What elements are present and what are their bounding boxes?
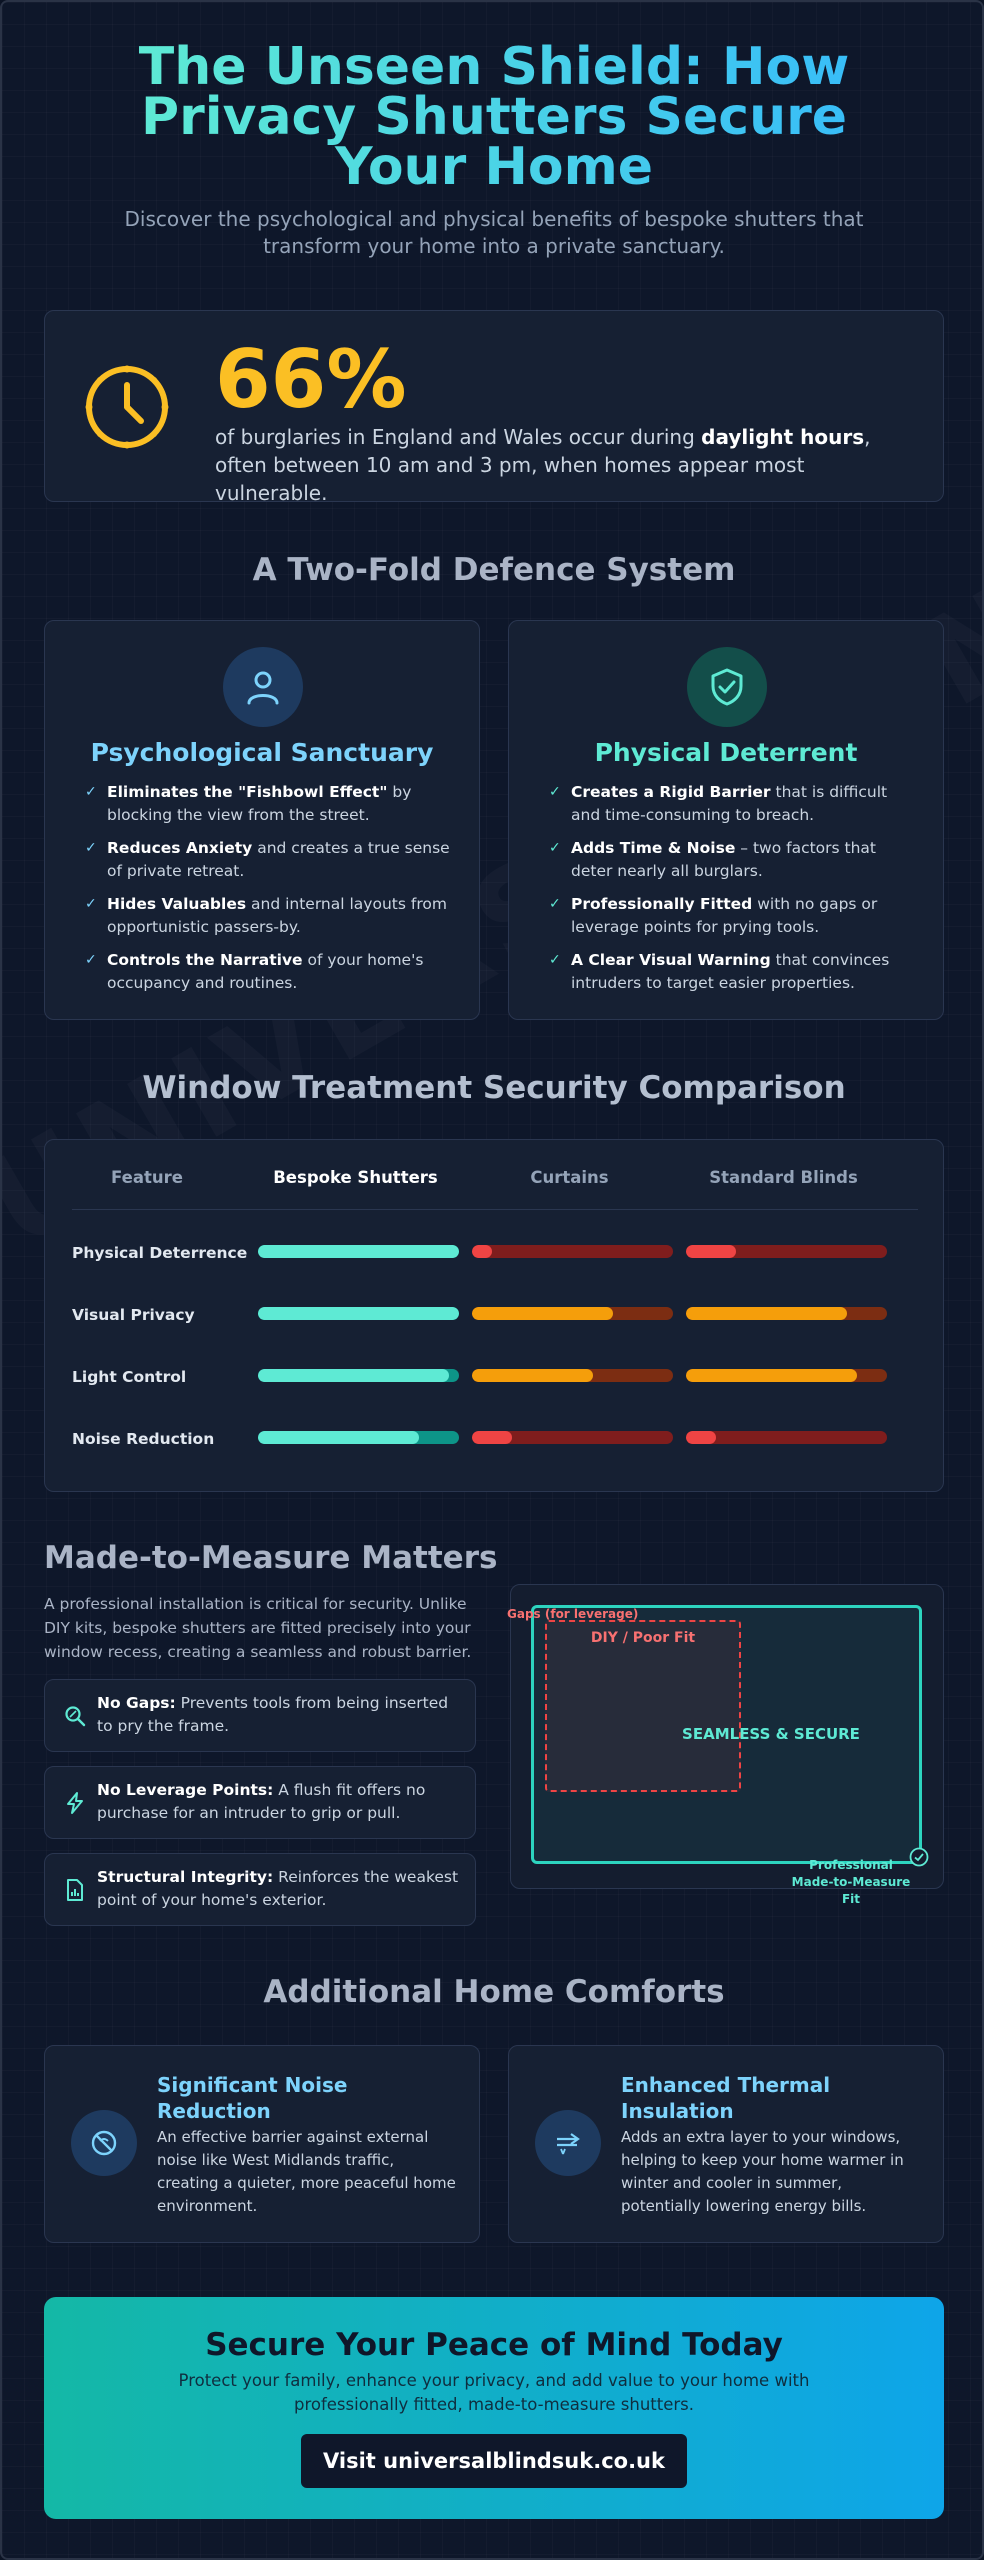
rating-bar-fill [258,1307,459,1320]
thermal-title: Enhanced Thermal Insulation [621,2073,831,2123]
feature-no-leverage: No Leverage Points: A flush fit offers n… [44,1766,476,1839]
rating-bar-track [686,1431,887,1444]
list-item: ✓ Creates a Rigid Barrier that is difficu… [549,783,888,824]
fit-diagram: DIY / Poor Fit Gaps (for leverage) SEAML… [507,1584,944,1906]
cta-text: Protect your family, enhance your privac… [178,2371,810,2414]
thermal-icon [535,2110,601,2176]
column-header-blinds: Standard Blinds [709,1168,858,1187]
stat-number: 66% [215,333,407,426]
feature-no-gaps: No Gaps: Prevents tools from being inser… [44,1679,476,1752]
shield-check-icon [687,647,767,727]
user-icon [223,647,303,727]
physical-title: Physical Deterrent [594,738,858,767]
rating-bar-fill [686,1369,857,1382]
rating-bar-track [686,1245,887,1258]
table-divider [72,1209,918,1210]
diy-fit-frame: DIY / Poor Fit [545,1620,741,1792]
diy-label: DIY / Poor Fit [590,1630,696,1646]
comparison-table: Feature Bespoke Shutters Curtains Standa… [44,1139,944,1492]
rating-bar-track [472,1307,673,1320]
rating-bar-track [686,1307,887,1320]
page-title: The Unseen Shield: How Privacy Shutters … [134,41,854,193]
cta-banner: Secure Your Peace of Mind Today Protect … [44,2297,944,2519]
gaps-label: Gaps (for leverage) [507,1607,639,1621]
thermal-text: Adds an extra layer to your windows, hel… [621,2128,904,2215]
list-item: ✓ Professionally Fitted with no gaps or l… [549,895,878,936]
rating-bar-track [472,1431,673,1444]
column-header-curtains: Curtains [530,1168,609,1187]
list-item: ✓ Eliminates the "Fishbowl Effect" by blo… [85,783,412,824]
rating-bar-track [472,1369,673,1382]
psychological-title: Psychological Sanctuary [90,738,434,767]
row-label: Physical Deterrence [72,1244,248,1262]
rating-bar-fill [258,1431,419,1444]
stat-card: 66% of burglaries in England and Wales o… [44,310,944,505]
measure-section-title: Made-to-Measure Matters [44,1540,498,1576]
clock-icon [85,365,169,449]
measure-description: A professional installation is critical … [44,1595,472,1661]
list-item: ✓ Reduces Anxiety and creates a true sens… [85,839,450,880]
physical-list: ✓ Creates a Rigid Barrier that is difficu… [549,781,919,1005]
noise-text: An effective barrier against external no… [157,2128,456,2215]
stat-description: of burglaries in England and Wales occur… [215,425,871,505]
list-item: ✓ Controls the Narrative of your home's o… [85,951,424,992]
rating-bar-track [258,1431,459,1444]
physical-card: Physical Deterrent ✓ Creates a Rigid Barr… [508,620,944,1020]
lightning-icon [59,1787,91,1819]
noise-block-icon [71,2110,137,2176]
feature-text: No Leverage Points: A flush fit offers n… [97,1781,426,1822]
noise-card: Significant Noise Reduction An effective… [44,2045,480,2243]
check-circle-icon [909,1847,929,1867]
rating-bar-fill [258,1369,449,1382]
rating-bar-fill [686,1245,737,1258]
comparison-section-title: Window Treatment Security Comparison [142,1070,846,1106]
visit-website-button[interactable]: Visit universalblindsuk.co.uk [301,2434,687,2488]
professional-fit-label: Professional Made-to-Measure Fit [791,1858,911,1906]
rating-bar-fill [472,1307,613,1320]
rating-bar-track [686,1369,887,1382]
document-chart-icon [59,1874,91,1906]
feature-text: Structural Integrity: Reinforces the wea… [97,1868,459,1909]
rating-bar-fill [472,1431,513,1444]
rating-bar-fill [258,1245,459,1258]
rating-bar-track [472,1245,673,1258]
list-item: ✓ A Clear Visual Warning that convinces i… [549,951,890,992]
search-icon [59,1700,91,1732]
rating-bar-track [258,1307,459,1320]
comforts-section-title: Additional Home Comforts [263,1974,725,2010]
column-header-feature: Feature [111,1168,183,1187]
row-label: Noise Reduction [72,1430,215,1448]
header: The Unseen Shield: How Privacy Shutters … [44,41,944,260]
rating-bar-fill [472,1245,493,1258]
rating-bar-fill [472,1369,593,1382]
professional-fit-frame [531,1605,922,1864]
row-label: Visual Privacy [72,1306,195,1324]
feature-structural: Structural Integrity: Reinforces the wea… [44,1853,476,1926]
page-subtitle: Discover the psychological and physical … [124,207,864,258]
cta-title: Secure Your Peace of Mind Today [205,2327,783,2363]
rating-bar-fill [686,1431,717,1444]
list-item: ✓ Adds Time & Noise – two factors that de… [549,839,877,880]
feature-text: No Gaps: Prevents tools from being inser… [97,1694,449,1735]
rating-bar-track [258,1245,459,1258]
seamless-label: SEAMLESS & SECURE [682,1725,860,1743]
rating-bar-fill [686,1307,847,1320]
column-header-shutters: Bespoke Shutters [273,1168,438,1187]
defence-section-title: A Two-Fold Defence System [252,552,736,588]
rating-bar-track [258,1369,459,1382]
psychological-list: ✓ Eliminates the "Fishbowl Effect" by blo… [85,781,455,1005]
noise-title: Significant Noise Reduction [157,2073,348,2123]
list-item: ✓ Hides Valuables and internal layouts fr… [85,895,447,936]
row-label: Light Control [72,1368,187,1386]
thermal-card: Enhanced Thermal Insulation Adds an extr… [508,2045,944,2243]
psychological-card: Psychological Sanctuary ✓ Eliminates the … [44,620,480,1020]
